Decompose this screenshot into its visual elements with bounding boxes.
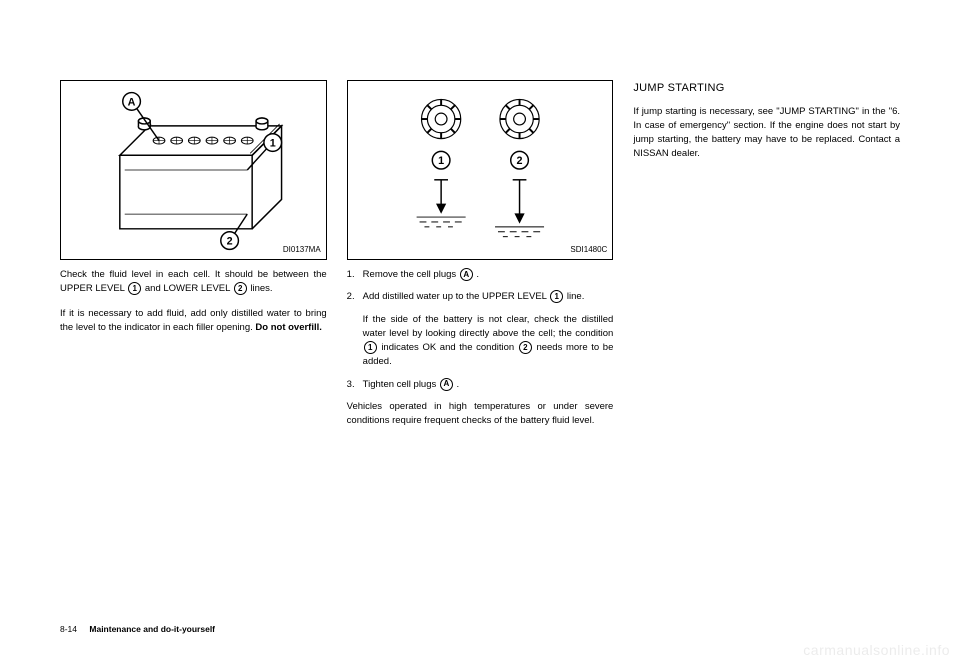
warning-text: Do not overfill. [255,322,322,333]
plugs-illustration: 1 2 [348,81,613,259]
battery-figure: A 1 2 DI0137MA [60,80,327,260]
svg-text:1: 1 [270,137,276,149]
add-fluid-text: If it is necessary to add fluid, add onl… [60,307,327,336]
jump-starting-heading: JUMP STARTING [633,80,900,97]
text-fragment: . [476,269,479,280]
svg-text:A: A [128,96,136,108]
text-fragment: Tighten cell plugs [363,379,437,390]
callout-2-icon: 2 [519,341,532,354]
text-fragment: lines. [250,283,272,294]
plugs-figure: 1 2 SDI1480C [347,80,614,260]
text-fragment: and LOWER LEVEL [145,283,230,294]
step-number: 2. [347,290,363,304]
callout-2-icon: 2 [234,282,247,295]
step-number: 3. [347,378,363,392]
column-2: 1 2 SDI1480C 1. Remove the cell plugs A … [347,80,614,438]
step-2: 2. Add distilled water up to the UPPER L… [347,290,614,304]
step-1: 1. Remove the cell plugs A . [347,268,614,282]
callout-1-icon: 1 [550,290,563,303]
text-fragment: Add distilled water up to the UPPER LEVE… [363,291,547,302]
callout-a-icon: A [440,378,453,391]
watermark: carmanualsonline.info [803,642,950,658]
svg-text:2: 2 [516,155,522,167]
check-fluid-text: Check the fluid level in each cell. It s… [60,268,327,297]
text-fragment: Remove the cell plugs [363,269,456,280]
figure-label: DI0137MA [283,244,321,256]
text-fragment: indicates OK and the condition [381,342,514,353]
step-3: 3. Tighten cell plugs A . [347,378,614,392]
manual-page: A 1 2 DI0137MA Check the fluid level in … [0,0,960,664]
battery-illustration: A 1 2 [61,81,326,259]
callout-1-icon: 1 [128,282,141,295]
step-number: 1. [347,268,363,282]
jump-starting-text: If jump starting is necessary, see "JUMP… [633,105,900,162]
svg-text:1: 1 [438,155,444,167]
svg-text:2: 2 [227,236,233,248]
page-footer: 8-14 Maintenance and do-it-yourself [60,624,215,634]
step-body: Remove the cell plugs A . [363,268,614,282]
step-body: Tighten cell plugs A . [363,378,614,392]
text-fragment: If the side of the battery is not clear,… [363,314,614,339]
page-number: 8-14 [60,624,77,634]
closing-note: Vehicles operated in high temperatures o… [347,400,614,429]
figure-label: SDI1480C [570,244,607,256]
step-body: Add distilled water up to the UPPER LEVE… [363,290,614,304]
column-layout: A 1 2 DI0137MA Check the fluid level in … [60,80,900,438]
column-3: JUMP STARTING If jump starting is necess… [633,80,900,438]
step-2-note: If the side of the battery is not clear,… [363,313,614,370]
callout-a-icon: A [460,268,473,281]
column-1: A 1 2 DI0137MA Check the fluid level in … [60,80,327,438]
text-fragment: . [457,379,460,390]
section-title: Maintenance and do-it-yourself [89,624,215,634]
text-fragment: line. [567,291,584,302]
callout-1-icon: 1 [364,341,377,354]
